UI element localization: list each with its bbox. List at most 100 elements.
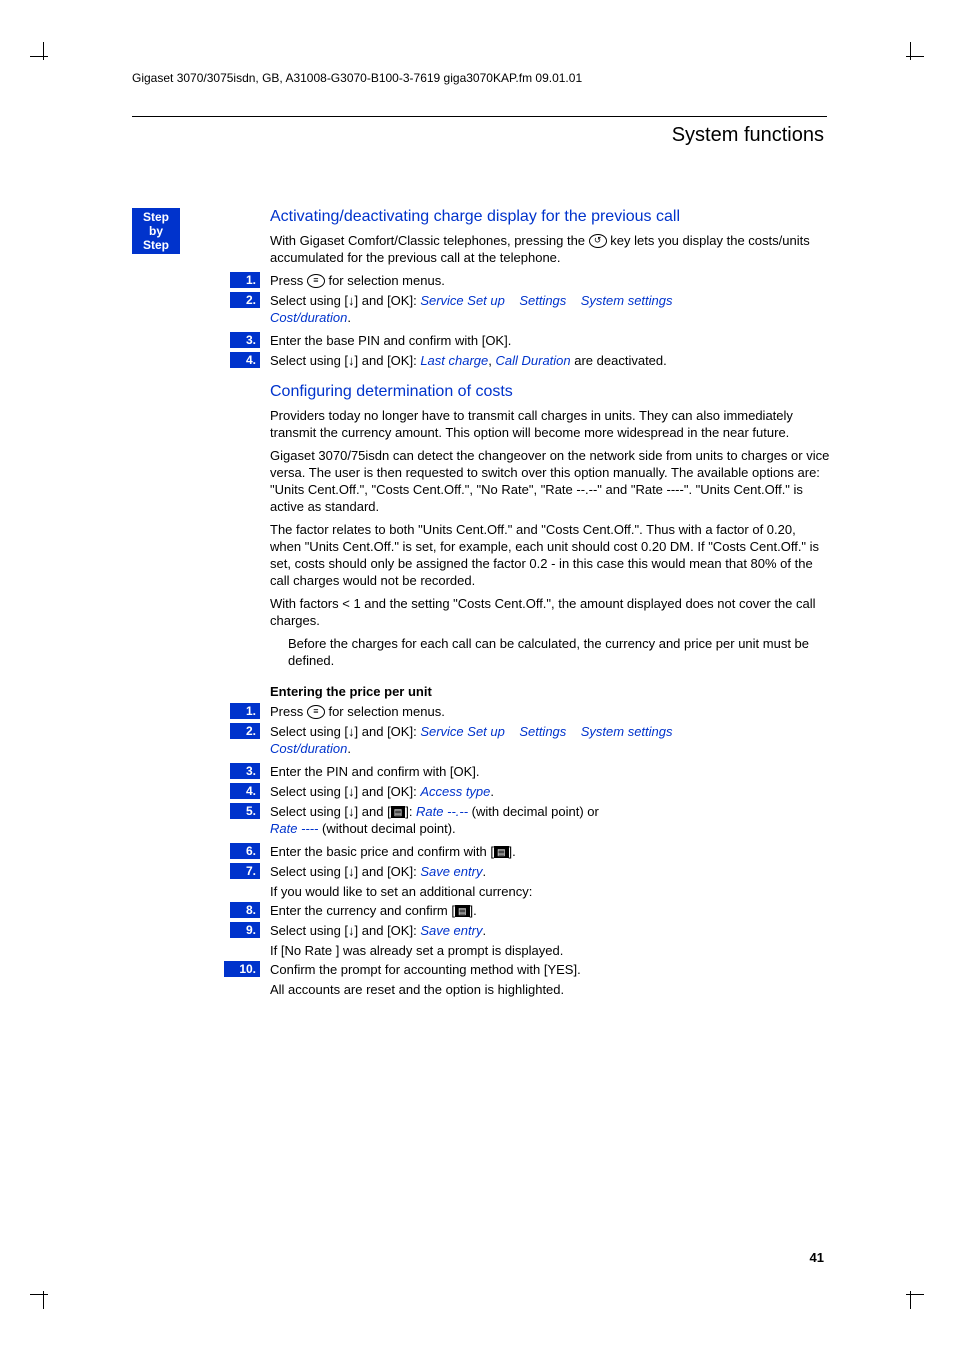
paragraph: Providers today no longer have to transm… (270, 407, 830, 441)
step-number-badge: 4. (230, 783, 260, 799)
text: (with decimal point) or (468, 804, 599, 819)
menu-path-item: Service Set up (420, 293, 505, 308)
step-number-badge: 6. (230, 843, 260, 859)
step-text: Select using [↓] and [OK]: Last charge, … (270, 352, 830, 369)
step-number-badge: 4. (230, 352, 260, 368)
text: Select using [ (270, 724, 348, 739)
step-number-badge: 8. (230, 902, 260, 918)
text: ]: (405, 804, 416, 819)
running-header: Gigaset 3070/3075isdn, GB, A31008-G3070-… (132, 71, 582, 85)
menu-path-item: Cost/duration (270, 741, 347, 756)
menu-path-item: Access type (420, 784, 490, 799)
menu-path-item: System settings (581, 293, 673, 308)
section-title: System functions (672, 124, 824, 147)
header-rule (132, 116, 827, 117)
menu-path-item: Call Duration (495, 353, 570, 368)
heading-configuring: Configuring determination of costs (270, 383, 830, 401)
menu-path-item: Settings (519, 293, 566, 308)
crop-mark (910, 42, 911, 60)
menu-path-item: Rate --.-- (416, 804, 468, 819)
step-text: Select using [↓] and [OK]: Save entry. (270, 922, 830, 939)
text: Press (270, 273, 307, 288)
menu-path-item: Cost/duration (270, 310, 347, 325)
menu-path-item: Save entry (420, 923, 482, 938)
menu-path-item: Service Set up (420, 724, 505, 739)
text: for selection menus. (328, 273, 444, 288)
paragraph: If [No Rate ] was already set a prompt i… (270, 942, 830, 959)
crop-mark (43, 1291, 44, 1309)
text: (without decimal point). (318, 821, 455, 836)
step-badge-line: Step (132, 238, 180, 252)
step-number-badge: 3. (230, 332, 260, 348)
intro-paragraph: With Gigaset Comfort/Classic telephones,… (270, 232, 830, 266)
text: for selection menus. (328, 704, 444, 719)
crop-mark (30, 56, 48, 57)
step-by-step-badge: Step by Step (132, 208, 180, 254)
step-text: Press ≡ for selection menus. (270, 703, 830, 720)
text: ] and [ (355, 804, 391, 819)
text: ] and [OK]: (355, 353, 421, 368)
step-text: Select using [↓] and [OK]: Service Set u… (270, 292, 830, 326)
menu-path-item: Save entry (420, 864, 482, 879)
list-icon: ▤ (455, 905, 470, 917)
text: Select using [ (270, 864, 348, 879)
text: Select using [ (270, 353, 348, 368)
paragraph: If you would like to set an additional c… (270, 883, 830, 900)
step-text: Enter the currency and confirm [▤]. (270, 902, 830, 919)
step-number-badge: 1. (230, 703, 260, 719)
text: ] and [OK]: (355, 923, 421, 938)
crop-mark (910, 1291, 911, 1309)
text: ] and [OK]: (355, 864, 421, 879)
paragraph: Gigaset 3070/75isdn can detect the chang… (270, 447, 830, 515)
menu-path-item: Rate ---- (270, 821, 318, 836)
text: With Gigaset Comfort/Classic telephones,… (270, 233, 589, 248)
text: ] and [OK]: (355, 784, 421, 799)
step-number-badge: 7. (230, 863, 260, 879)
page: Gigaset 3070/3075isdn, GB, A31008-G3070-… (0, 0, 954, 1351)
text: Select using [ (270, 784, 348, 799)
step-number-badge: 1. (230, 272, 260, 288)
step-text: Press ≡ for selection menus. (270, 272, 830, 289)
text: Select using [ (270, 923, 348, 938)
step-text: Select using [↓] and [OK]: Save entry. (270, 863, 830, 880)
crop-mark (906, 56, 924, 57)
step-number-badge: 9. (230, 922, 260, 938)
list-icon: ▤ (391, 806, 406, 818)
text: ]. (470, 903, 477, 918)
step-badge-line: Step (132, 210, 180, 224)
text: ]. (509, 844, 516, 859)
redial-icon: ↺ (589, 234, 607, 248)
menu-path-item: System settings (581, 724, 673, 739)
menu-icon: ≡ (307, 274, 325, 288)
step-number-badge: 5. (230, 803, 260, 819)
menu-icon: ≡ (307, 705, 325, 719)
paragraph: The factor relates to both "Units Cent.O… (270, 521, 830, 589)
text: ] and [OK]: (355, 293, 421, 308)
paragraph-indented: Before the charges for each call can be … (288, 635, 830, 669)
text: Select using [ (270, 293, 348, 308)
text: Enter the basic price and confirm with [ (270, 844, 494, 859)
step-number-badge: 2. (230, 723, 260, 739)
heading-activating: Activating/deactivating charge display f… (270, 208, 830, 226)
menu-path-item: Settings (519, 724, 566, 739)
content-area: Step by Step Activating/deactivating cha… (132, 208, 827, 1000)
text: Enter the currency and confirm [ (270, 903, 455, 918)
text: Press (270, 704, 307, 719)
step-badge-line: by (132, 224, 180, 238)
step-number-badge: 2. (230, 292, 260, 308)
text: ] and [OK]: (355, 724, 421, 739)
paragraph: With factors < 1 and the setting "Costs … (270, 595, 830, 629)
step-text: Enter the base PIN and confirm with [OK]… (270, 332, 830, 349)
step-text: Confirm the prompt for accounting method… (270, 961, 830, 978)
step-number-badge: 3. (230, 763, 260, 779)
body-column: Activating/deactivating charge display f… (270, 208, 830, 998)
paragraph: All accounts are reset and the option is… (270, 981, 830, 998)
step-number-badge: 10. (224, 961, 260, 977)
step-text: Enter the PIN and confirm with [OK]. (270, 763, 830, 780)
step-text: Select using [↓] and [OK]: Service Set u… (270, 723, 830, 757)
menu-path-item: Last charge (420, 353, 488, 368)
crop-mark (43, 42, 44, 60)
text: Select using [ (270, 804, 348, 819)
list-icon: ▤ (494, 846, 509, 858)
crop-mark (906, 1294, 924, 1295)
